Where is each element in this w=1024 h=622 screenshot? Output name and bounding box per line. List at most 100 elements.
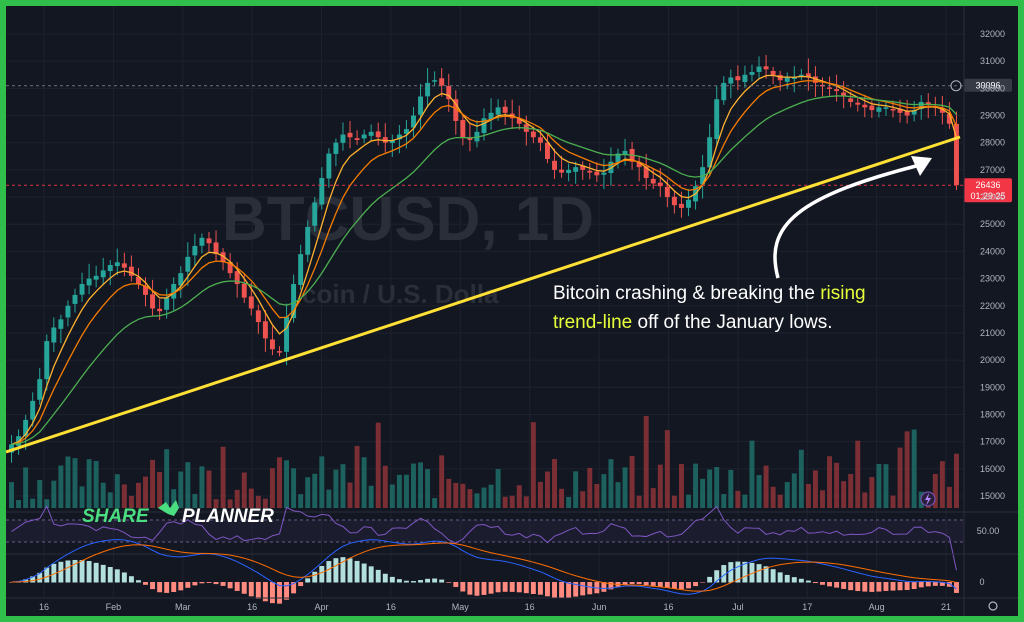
candle xyxy=(234,271,240,285)
candle xyxy=(65,305,71,318)
volume-bar xyxy=(636,495,642,508)
volume-bar xyxy=(425,469,431,508)
volume-bar xyxy=(269,468,275,508)
y-tick-label: 18000 xyxy=(980,409,1005,419)
volume-bar xyxy=(869,477,875,508)
candle xyxy=(869,105,875,111)
volume-bar xyxy=(262,498,268,508)
volume-bar xyxy=(714,467,720,508)
volume-bar xyxy=(954,453,959,508)
candle xyxy=(213,242,219,255)
candle xyxy=(121,263,127,268)
logo-planner: PLANNER xyxy=(182,506,274,527)
candle xyxy=(770,70,776,75)
candle xyxy=(135,276,141,285)
volume-bar xyxy=(756,475,762,508)
macd-histogram-bar xyxy=(650,582,656,586)
volume-bar xyxy=(657,464,663,508)
macd-histogram-bar xyxy=(460,582,466,592)
macd-histogram-bar xyxy=(143,582,148,585)
macd-histogram-bar xyxy=(23,579,29,583)
volume-bar xyxy=(171,489,177,508)
macd-histogram-bar xyxy=(425,578,431,583)
candle xyxy=(150,294,156,309)
macd-histogram-bar xyxy=(326,561,332,583)
macd-histogram-bar xyxy=(643,582,649,586)
volume-bar xyxy=(248,488,254,508)
candle xyxy=(86,278,92,286)
candle xyxy=(298,254,304,285)
macd-histogram-bar xyxy=(284,582,290,600)
candle xyxy=(255,310,261,323)
macd-histogram-bar xyxy=(728,562,734,583)
volume-bar xyxy=(855,440,861,508)
macd-histogram-bar xyxy=(601,582,607,592)
candle xyxy=(834,89,840,92)
macd-histogram-bar xyxy=(269,582,275,604)
trend-line xyxy=(6,135,961,454)
macd-histogram-bar xyxy=(664,582,670,588)
candle xyxy=(446,86,452,100)
volume-bar xyxy=(199,466,205,508)
moving-average-line xyxy=(11,74,958,445)
macd-histogram-bar xyxy=(876,582,882,592)
candle xyxy=(227,261,233,274)
macd-histogram-bar xyxy=(756,564,762,583)
volume-bar xyxy=(446,478,452,508)
macd-histogram-bar xyxy=(742,561,748,583)
volume-bar xyxy=(812,470,818,508)
candle xyxy=(714,99,720,139)
volume-bar xyxy=(883,464,889,508)
volume-bar xyxy=(107,492,113,508)
volume-bar xyxy=(481,487,487,508)
macd-histogram-bar xyxy=(199,582,205,584)
volume-bar xyxy=(291,468,297,508)
svg-text:trend-line off of the January: trend-line off of the January lows. xyxy=(553,312,833,333)
volume-bar xyxy=(784,482,790,508)
rsi-line xyxy=(11,505,957,571)
macd-histogram-bar xyxy=(862,582,868,592)
candle xyxy=(657,182,663,187)
candle xyxy=(192,245,198,256)
volume-bar xyxy=(51,480,57,508)
macd-histogram-bar xyxy=(502,582,508,592)
macd-histogram-bar xyxy=(932,582,938,586)
volume-bar xyxy=(777,494,783,508)
candle xyxy=(143,285,148,295)
volume-bar xyxy=(791,473,797,508)
macd-histogram-bar xyxy=(354,560,360,583)
candle xyxy=(812,76,818,83)
volume-bar xyxy=(650,488,656,508)
settings-icon[interactable] xyxy=(988,601,998,611)
candle xyxy=(37,379,43,400)
candle xyxy=(220,252,226,263)
macd-histogram-bar xyxy=(954,582,959,593)
volume-bar xyxy=(16,499,22,508)
annotation-line2: off of the January lows. xyxy=(632,312,832,333)
candle xyxy=(707,137,713,168)
macd-histogram-bar xyxy=(812,582,818,584)
lightning-icon[interactable] xyxy=(920,491,936,507)
candle xyxy=(890,108,896,111)
candle xyxy=(439,78,445,86)
macd-histogram-bar xyxy=(777,572,783,583)
volume-bar xyxy=(904,431,910,508)
volume-bar xyxy=(939,461,945,508)
macd-histogram-bar xyxy=(150,582,156,590)
candle xyxy=(798,74,804,77)
macd-histogram-bar xyxy=(622,582,628,585)
candle xyxy=(784,77,790,82)
volume-bar xyxy=(516,485,522,508)
annotation-line1: Bitcoin crashing & breaking the xyxy=(553,283,820,304)
volume-bar xyxy=(742,494,748,508)
volume-bar xyxy=(319,456,325,508)
macd-histogram-bar xyxy=(30,576,36,583)
candle xyxy=(93,275,99,280)
candle xyxy=(277,351,282,353)
candle xyxy=(460,120,466,138)
macd-histogram-bar xyxy=(114,569,120,583)
volume-bar xyxy=(157,471,163,508)
candle xyxy=(911,110,917,115)
macd-histogram-bar xyxy=(770,569,776,583)
macd-histogram-bar xyxy=(227,582,233,589)
